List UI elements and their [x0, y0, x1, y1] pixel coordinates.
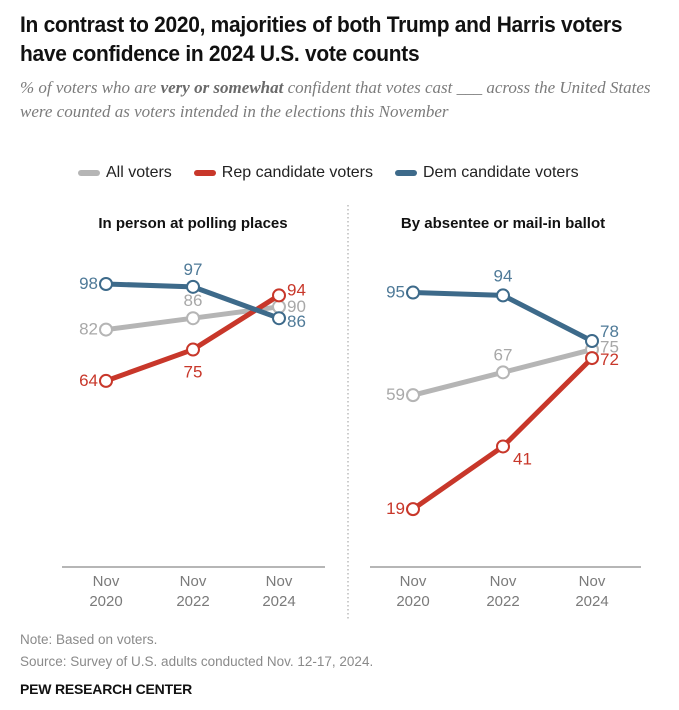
data-label: 90	[287, 297, 306, 316]
data-point	[585, 334, 599, 348]
data-label: 86	[287, 312, 306, 331]
data-point	[272, 288, 286, 303]
data-label: 64	[79, 371, 98, 390]
legend-swatch	[395, 170, 417, 176]
legend-label: All voters	[106, 164, 172, 181]
x-tick-label-month: Nov	[579, 573, 606, 590]
subtitle-pre: % of voters who are	[20, 78, 161, 97]
legend-swatch	[78, 170, 100, 176]
data-label: 94	[494, 266, 513, 285]
data-point	[585, 351, 599, 366]
panel-title: By absentee or mail-in ballot	[401, 215, 605, 232]
x-tick-label-year: 2020	[89, 593, 122, 610]
data-point	[272, 311, 286, 326]
data-point	[406, 502, 420, 517]
legend-item-rep-voters: Rep candidate voters	[193, 164, 373, 182]
x-tick-label-month: Nov	[490, 573, 517, 590]
source-text: Source: Survey of U.S. adults conducted …	[20, 654, 374, 669]
data-point	[496, 288, 510, 303]
chart-title: In contrast to 2020, majorities of both …	[20, 12, 623, 66]
data-point	[186, 342, 200, 357]
chart-subtitle: % of voters who are very or somewhat con…	[20, 76, 679, 124]
legend-label: Rep candidate voters	[221, 164, 373, 181]
data-point	[99, 322, 113, 337]
data-label: 41	[513, 449, 532, 468]
x-tick-label-year: 2024	[262, 593, 295, 610]
data-label: 59	[386, 385, 405, 404]
x-tick-label-month: Nov	[93, 573, 120, 590]
data-label: 78	[600, 322, 619, 341]
data-point	[496, 439, 510, 454]
legend: All voters Rep candidate voters Dem cand…	[78, 164, 579, 182]
x-tick-label-month: Nov	[266, 573, 293, 590]
data-label: 86	[184, 291, 203, 310]
data-label: 95	[386, 283, 405, 302]
data-label: 97	[184, 260, 203, 279]
legend-item-dem-voters: Dem candidate voters	[395, 164, 579, 182]
x-tick-label-year: 2022	[486, 593, 519, 610]
data-label: 98	[79, 274, 98, 293]
brand-logo-text: PEW RESEARCH CENTER	[20, 681, 192, 697]
x-tick-label-month: Nov	[400, 573, 427, 590]
footnotes: Note: Based on voters. Source: Survey of…	[20, 629, 373, 673]
data-label: 75	[184, 363, 203, 382]
data-point	[99, 373, 113, 388]
legend-item-all-voters: All voters	[78, 164, 172, 182]
data-point	[186, 279, 200, 294]
data-point	[99, 277, 113, 291]
data-label: 67	[494, 345, 513, 364]
x-tick-label-year: 2022	[176, 593, 209, 610]
x-tick-label-month: Nov	[180, 573, 207, 590]
data-label: 82	[79, 320, 98, 339]
legend-swatch	[193, 170, 216, 176]
subtitle-post: confident that votes cast ___ across the…	[20, 78, 651, 121]
legend-label: Dem candidate voters	[423, 164, 579, 181]
data-label: 72	[600, 350, 619, 369]
x-tick-label-year: 2024	[575, 593, 608, 610]
data-label: 19	[386, 499, 405, 518]
x-tick-label-year: 2020	[396, 593, 429, 610]
data-point	[406, 285, 420, 300]
subtitle-bold: very or somewhat	[160, 78, 284, 97]
data-label: 94	[287, 280, 306, 299]
data-point	[496, 365, 510, 380]
series-line-rep-candidate-voters	[410, 355, 595, 512]
note-text: Note: Based on voters.	[20, 632, 158, 647]
data-label: 75	[600, 338, 619, 357]
data-point	[406, 388, 420, 403]
data-point	[186, 311, 200, 326]
data-point	[272, 299, 286, 314]
panel-title: In person at polling places	[98, 215, 287, 232]
